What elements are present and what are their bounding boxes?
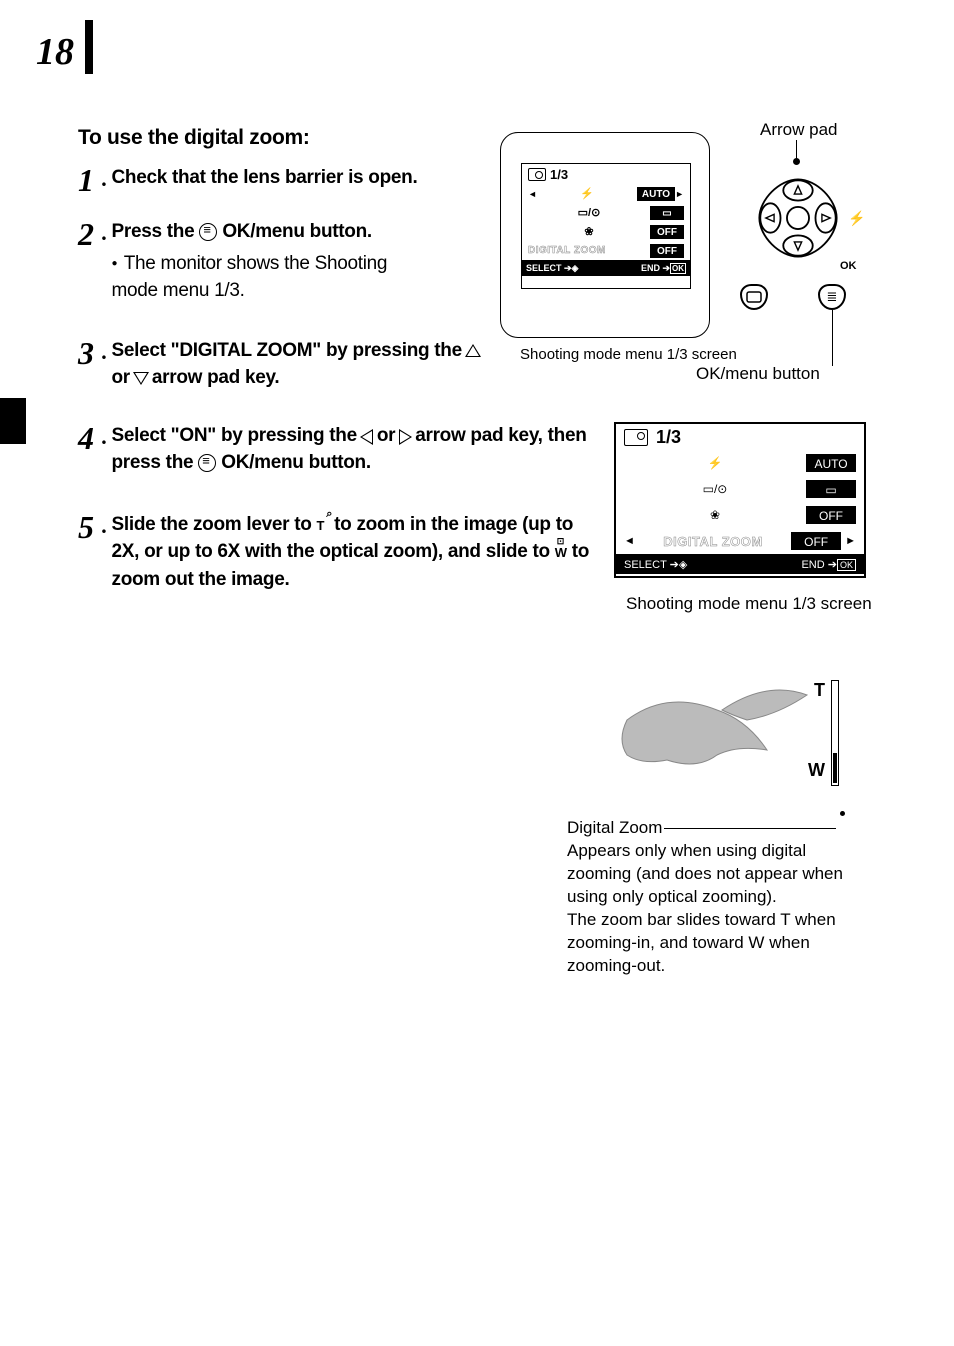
bird-image	[567, 660, 839, 806]
step-text: Press the OK/menu button. The monitor sh…	[112, 218, 412, 305]
menu2-caption: Shooting mode menu 1/3 screen	[626, 594, 872, 614]
menu-value: ▭	[806, 480, 856, 498]
menu-row: ⚡ AUTO	[616, 450, 864, 476]
lcd-diagram: 1/3 ◄ ⚡ AUTO ► ▭/⊙ ▭ ❀ OFF DIGITAL ZOOM …	[500, 132, 710, 338]
step-text: Slide the zoom lever to T⌕ to zoom in th…	[112, 511, 602, 594]
step-dot: .	[102, 337, 108, 392]
step-dot: .	[102, 164, 108, 196]
right-arrow-icon: ►	[675, 189, 684, 199]
drive-icon: ▭/⊙	[528, 206, 650, 219]
zoom-t-icon: T⌕	[317, 517, 325, 536]
footer-right: END ➔OK	[801, 558, 856, 571]
step-sub: The monitor shows the Shooting mode menu…	[112, 250, 412, 305]
menu-row: ▭/⊙ ▭	[522, 203, 690, 222]
step-dot: .	[102, 422, 108, 477]
page-number: 18	[36, 30, 74, 74]
up-arrow-icon	[467, 346, 479, 356]
menu-header: 1/3	[616, 424, 864, 450]
menu-footer: SELECT ➔◈ END ➔OK	[522, 260, 690, 276]
menu-value: OFF	[791, 532, 841, 550]
menu-row: ◄ ⚡ AUTO ►	[522, 184, 690, 203]
section-title: To use the digital zoom:	[78, 126, 878, 150]
left-arrow-icon: ◄	[624, 535, 635, 547]
menu2-diagram: 1/3 ⚡ AUTO ▭/⊙ ▭ ❀ OFF ◄ DIGITAL ZOOM OF…	[614, 422, 866, 578]
zoom-preview: T W	[567, 660, 839, 806]
okmenu-label: OK/menu button	[696, 364, 820, 384]
menu-lines-icon: ≣	[827, 289, 838, 305]
zoom-bar	[831, 680, 839, 786]
page-number-bar	[85, 20, 93, 74]
menu-box: 1/3 ◄ ⚡ AUTO ► ▭/⊙ ▭ ❀ OFF DIGITAL ZOOM …	[522, 164, 690, 288]
lcd-screen: 1/3 ◄ ⚡ AUTO ► ▭/⊙ ▭ ❀ OFF DIGITAL ZOOM …	[521, 163, 691, 289]
step-text: Select "DIGITAL ZOOM" by pressing the or…	[112, 337, 492, 392]
side-tab	[0, 398, 26, 444]
lcd-caption: Shooting mode menu 1/3 screen	[520, 346, 737, 363]
okmenu-leader	[832, 310, 833, 366]
menu-row-selected: ◄ DIGITAL ZOOM OFF ►	[616, 528, 864, 554]
footer-right: END ➔OK	[641, 263, 686, 274]
zoom-w-label: W	[808, 760, 825, 781]
menu-value: AUTO	[806, 454, 856, 472]
arrowpad-diagram	[752, 172, 844, 264]
menu-page: 1/3	[656, 427, 681, 448]
menu-value: OFF	[650, 244, 684, 258]
menu-value: AUTO	[637, 187, 675, 201]
zoom-w-icon: ⊡W	[555, 544, 567, 563]
menu-value: ▭	[650, 206, 684, 220]
drive-icon: ▭/⊙	[624, 482, 806, 496]
menu-row: DIGITAL ZOOM OFF	[522, 241, 690, 260]
zoom-leader-dot	[840, 811, 845, 816]
menu-row: ▭/⊙ ▭	[616, 476, 864, 502]
flash-icon: ⚡	[624, 456, 806, 470]
menu-label: DIGITAL ZOOM	[528, 245, 650, 256]
macro-icon: ❀	[528, 225, 650, 238]
footer-left: SELECT ➔◈	[526, 263, 578, 274]
menu-value: OFF	[650, 225, 684, 239]
zoom-caption-title: Digital Zoom	[567, 818, 662, 838]
left-arrow-icon: ◄	[528, 189, 537, 199]
step-text-b: OK/menu button.	[222, 221, 372, 242]
flash-icon: ⚡	[848, 210, 865, 227]
left-arrow-icon	[362, 431, 372, 443]
step-text-c: arrow pad key.	[152, 367, 279, 388]
down-arrow-icon	[135, 373, 147, 383]
step-text: Select "ON" by pressing the or arrow pad…	[112, 422, 612, 477]
arrowpad-label: Arrow pad	[760, 120, 837, 140]
step-text-b: or	[112, 367, 135, 388]
zoom-leader-line	[664, 828, 836, 829]
menu-header: 1/3	[522, 164, 690, 184]
zoom-caption-body: Appears only when using digital zooming …	[567, 840, 857, 978]
step-text-a: Select "DIGITAL ZOOM" by pressing the	[112, 340, 467, 361]
menu-page: 1/3	[550, 167, 568, 182]
arrowpad-svg	[752, 172, 844, 264]
step-text-a: Select "ON" by pressing the	[112, 425, 362, 446]
camera-icon	[624, 429, 648, 446]
footer-left: SELECT ➔◈	[624, 558, 687, 571]
zoom-t-label: T	[814, 680, 825, 701]
step-text-a: Slide the zoom lever to	[112, 514, 317, 535]
step-text: Check that the lens barrier is open.	[112, 164, 418, 196]
step-text-d: OK/menu button.	[221, 452, 371, 473]
zoom-indicator	[833, 753, 837, 783]
camera-icon	[528, 168, 546, 181]
macro-icon: ❀	[624, 508, 806, 522]
step-text-b: or	[377, 425, 400, 446]
flash-icon: ⚡	[537, 187, 637, 200]
menu-label: DIGITAL ZOOM	[635, 534, 791, 549]
ok-label: OK	[840, 260, 857, 272]
step-text-a: Press the	[112, 221, 200, 242]
right-arrow-icon	[400, 431, 410, 443]
menu-value: OFF	[806, 506, 856, 524]
menu-row: ❀ OFF	[522, 222, 690, 241]
menu-row: ❀ OFF	[616, 502, 864, 528]
menu-icon	[198, 454, 216, 472]
menu-icon	[199, 223, 217, 241]
right-arrow-icon: ►	[845, 535, 856, 547]
step-dot: .	[102, 511, 108, 594]
step-dot: .	[102, 218, 108, 305]
arrowpad-dot	[793, 158, 800, 165]
menu-footer: SELECT ➔◈ END ➔OK	[616, 554, 864, 574]
